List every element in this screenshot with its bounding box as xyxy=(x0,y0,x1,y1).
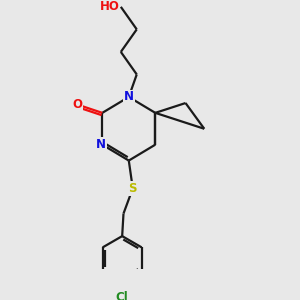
Text: N: N xyxy=(124,91,134,103)
Text: N: N xyxy=(96,138,106,151)
Text: HO: HO xyxy=(100,0,119,13)
Text: S: S xyxy=(128,182,137,195)
Text: Cl: Cl xyxy=(116,291,128,300)
Text: O: O xyxy=(72,98,82,111)
